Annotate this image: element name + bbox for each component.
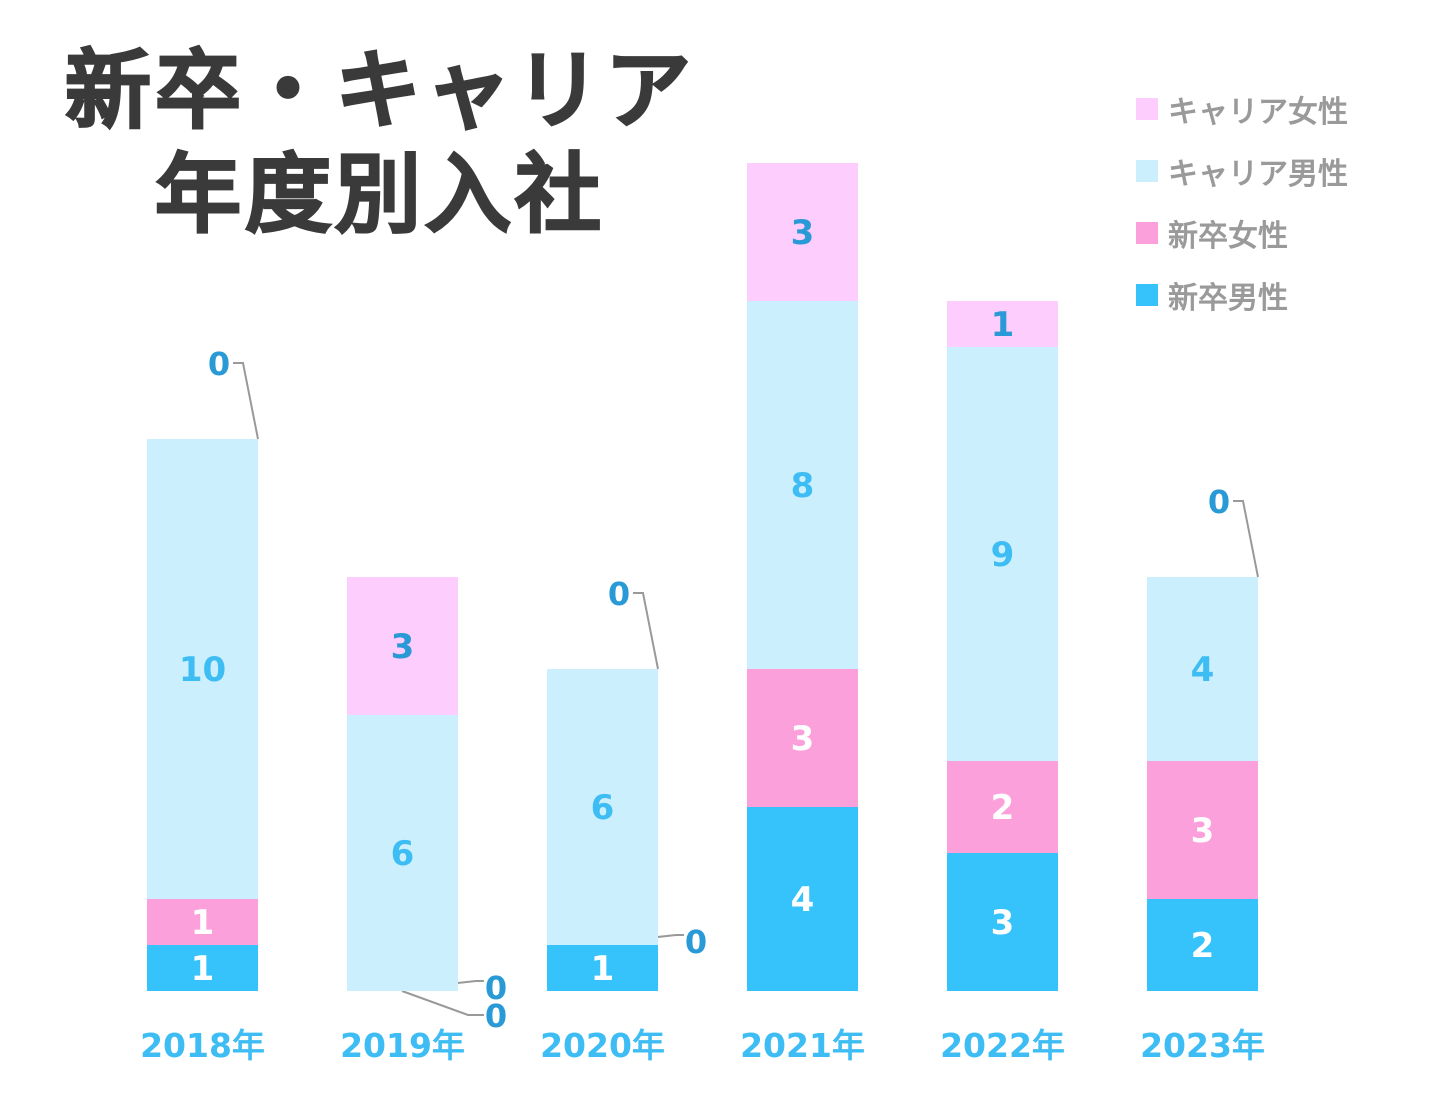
data-label: 1 xyxy=(191,949,215,989)
legend-item: キャリア女性 xyxy=(1136,78,1348,140)
bar-segment xyxy=(147,899,258,945)
legend-item: 新卒女性 xyxy=(1136,202,1348,264)
bar-segment xyxy=(1147,761,1258,899)
bar-segment xyxy=(947,853,1058,991)
data-label: 6 xyxy=(391,834,415,874)
legend-label: 新卒女性 xyxy=(1168,219,1288,254)
bar-segment xyxy=(747,669,858,807)
data-label: 0 xyxy=(485,997,507,1035)
data-label: 4 xyxy=(1191,650,1215,690)
bar-segment xyxy=(1147,899,1258,991)
data-label: 10 xyxy=(179,650,226,690)
bar-segment xyxy=(547,669,658,945)
x-tick-label: 2021年 xyxy=(740,1026,865,1065)
bar-segment xyxy=(947,347,1058,761)
x-tick-label: 2020年 xyxy=(540,1026,665,1065)
leader-line xyxy=(633,592,659,670)
legend-swatch xyxy=(1136,98,1158,120)
bar-segment xyxy=(747,807,858,991)
legend-label: キャリア女性 xyxy=(1168,95,1348,130)
legend-item: キャリア男性 xyxy=(1136,140,1348,202)
legend-item: 新卒男性 xyxy=(1136,264,1348,326)
leader-line xyxy=(1233,500,1259,578)
data-label: 3 xyxy=(791,213,815,253)
data-label: 0 xyxy=(485,969,507,1007)
bar-segment xyxy=(547,945,658,991)
data-label: 3 xyxy=(791,719,815,759)
data-label: 1 xyxy=(991,305,1015,345)
x-tick-label: 2019年 xyxy=(340,1026,465,1065)
data-label: 8 xyxy=(791,466,815,506)
bar-segment xyxy=(347,715,458,991)
bar-segment xyxy=(147,439,258,899)
data-label: 6 xyxy=(591,788,615,828)
data-label: 0 xyxy=(608,575,630,613)
bar-segment xyxy=(747,301,858,669)
data-label: 2 xyxy=(1191,926,1215,966)
legend-label: キャリア男性 xyxy=(1168,157,1348,192)
data-label: 0 xyxy=(208,345,230,383)
chart-title-line1: 新卒・キャリア xyxy=(64,41,695,141)
leader-line xyxy=(401,990,484,1016)
data-label: 2 xyxy=(991,788,1015,828)
legend-swatch xyxy=(1136,160,1158,182)
leader-line xyxy=(233,362,259,440)
legend-swatch xyxy=(1136,222,1158,244)
x-tick-label: 2022年 xyxy=(940,1026,1065,1065)
chart-title-line2: 年度別入社 xyxy=(154,145,605,245)
chart-legend: キャリア女性 キャリア男性 新卒女性新卒男性 xyxy=(1136,78,1348,326)
bar-segment xyxy=(747,163,858,301)
data-label: 3 xyxy=(1191,811,1215,851)
bar-segment xyxy=(947,761,1058,853)
data-label: 9 xyxy=(991,535,1015,575)
data-label: 3 xyxy=(991,903,1015,943)
bar-segment xyxy=(947,301,1058,347)
x-tick-label: 2023年 xyxy=(1140,1026,1265,1065)
data-label: 0 xyxy=(1208,483,1230,521)
legend-swatch xyxy=(1136,284,1158,306)
bar-segment xyxy=(347,577,458,715)
data-label: 0 xyxy=(685,923,707,961)
bar-segment xyxy=(147,945,258,991)
x-tick-label: 2018年 xyxy=(140,1026,265,1065)
data-label: 4 xyxy=(791,880,815,920)
data-label: 3 xyxy=(391,627,415,667)
legend-label: 新卒男性 xyxy=(1168,281,1288,316)
bar-segment xyxy=(1147,577,1258,761)
data-label: 1 xyxy=(191,903,215,943)
data-label: 1 xyxy=(591,949,615,989)
